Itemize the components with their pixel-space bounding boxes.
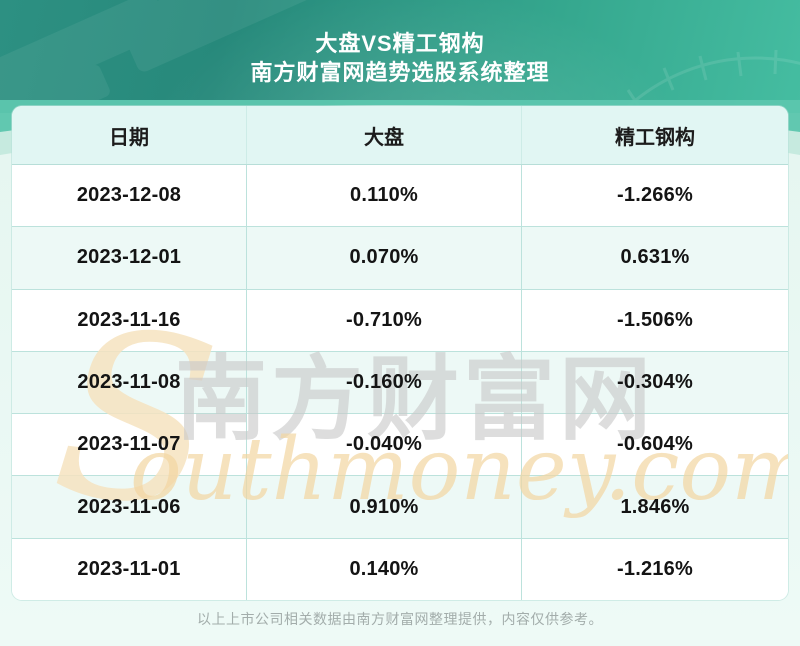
cell-stock-change: -0.604%	[521, 414, 788, 476]
cell-stock-change: -0.304%	[521, 351, 788, 414]
cell-stock-change: -1.506%	[521, 289, 788, 351]
cell-date: 2023-11-06	[77, 495, 181, 518]
cell-market-change: -0.160%	[245, 351, 521, 414]
cell-market-change: -0.710%	[245, 289, 521, 351]
table-row: 2023-12-01 0.070% 0.631%	[12, 227, 788, 290]
col-header-date: 日期	[12, 106, 246, 164]
cell-stock-change: -1.266%	[521, 165, 788, 227]
cell-stock-change: 0.631%	[521, 227, 788, 289]
hero-banner: F 大盘VS精工钢构 南方财富网趋势选股系统整理	[0, 0, 800, 113]
cell-date: 2023-11-08	[77, 370, 181, 393]
cell-date: 2023-12-08	[76, 184, 182, 207]
table-row: 2023-11-08 -0.160% -0.304%	[12, 351, 788, 415]
col-header-stock: 精工钢构	[521, 106, 788, 164]
cell-date: 2023-11-16	[77, 308, 181, 331]
table-row: 2023-11-07 -0.040% -0.604%	[12, 414, 788, 477]
cell-stock-change: -1.216%	[521, 538, 788, 600]
page-subtitle: 南方财富网趋势选股系统整理	[250, 60, 550, 85]
cell-date: 2023-12-01	[76, 246, 182, 269]
cell-market-change: -0.040%	[245, 414, 521, 476]
cell-market-change: 0.910%	[245, 476, 521, 538]
table-row: 2023-12-08 0.110% -1.266%	[12, 165, 788, 228]
table-body: 2023-12-08 0.110% -1.266% 2023-12-01 0.0…	[12, 165, 788, 600]
cell-date: 2023-11-01	[77, 557, 181, 580]
col-header-date-label: 日期	[108, 126, 149, 149]
cell-date: 2023-11-07	[77, 433, 181, 456]
cell-market-change: 0.070%	[245, 227, 521, 289]
footer-note: 以上上市公司相关数据由南方财富网整理提供，内容仅供参考。	[197, 611, 603, 627]
cell-market-change: 0.110%	[245, 165, 521, 227]
table-row: 2023-11-06 0.910% 1.846%	[12, 476, 788, 539]
col-header-market: 大盘	[245, 106, 521, 164]
page-title: 大盘VS精工钢构	[315, 31, 485, 56]
table-header-row: 日期 大盘 精工钢构	[12, 106, 788, 165]
comparison-table-card: 日期 大盘 精工钢构 2023-12-08 0.110% -1.266% 202…	[12, 106, 788, 600]
table-row: 2023-11-16 -0.710% -1.506%	[12, 289, 788, 352]
cell-stock-change: 1.846%	[521, 476, 788, 538]
col-header-market-label: 大盘	[363, 126, 404, 149]
cell-market-change: 0.140%	[245, 538, 521, 600]
col-header-stock-label: 精工钢构	[615, 126, 695, 149]
table-row: 2023-11-01 0.140% -1.216%	[12, 538, 788, 600]
